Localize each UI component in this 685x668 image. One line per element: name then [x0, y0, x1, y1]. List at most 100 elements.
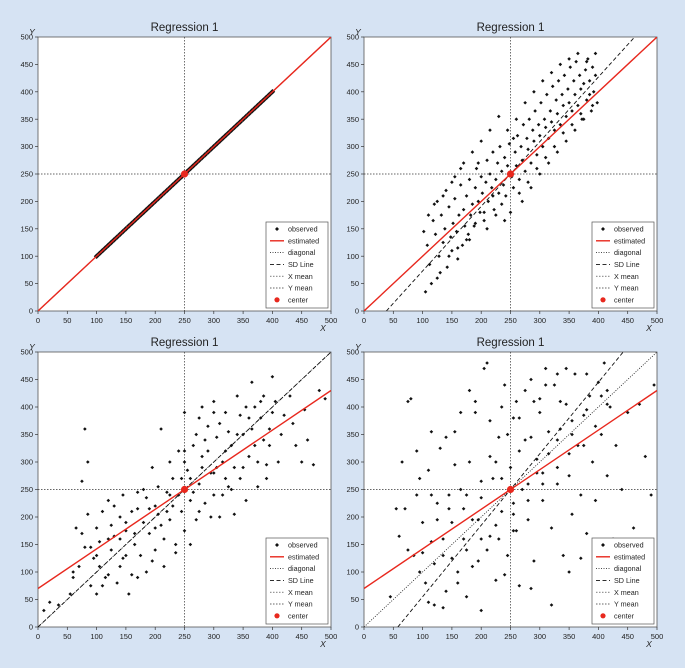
x-tick-label: 0	[36, 632, 40, 641]
observed-point	[226, 429, 231, 434]
observed-point	[141, 520, 146, 525]
observed-point	[631, 526, 636, 530]
chart-panel-3: Regression 1 X Y 0 50 100 150 200 250 300 350 400 45…	[20, 337, 337, 649]
observed-point	[168, 493, 172, 497]
observed-point	[429, 539, 434, 544]
legend-label-sd-line: SD Line	[614, 260, 640, 269]
y-tick-label: 100	[346, 568, 359, 577]
observed-point	[529, 586, 533, 591]
observed-point	[583, 68, 588, 72]
observed-point	[217, 421, 222, 426]
observed-point	[461, 207, 466, 212]
observed-point	[212, 471, 216, 475]
y-tick-label: 200	[20, 197, 33, 206]
observed-point	[238, 413, 242, 418]
x-tick-label: 250	[178, 316, 191, 325]
observed-point	[267, 427, 272, 431]
observed-point	[602, 361, 607, 365]
observed-point	[549, 70, 554, 75]
x-tick-label: 100	[416, 632, 429, 641]
observed-point	[564, 366, 568, 371]
observed-point	[576, 443, 580, 448]
observed-point	[499, 405, 504, 409]
observed-point	[474, 166, 479, 171]
observed-point	[552, 144, 557, 149]
observed-point	[591, 90, 596, 94]
observed-point	[194, 432, 199, 437]
observed-point	[438, 446, 442, 451]
observed-point	[135, 575, 140, 580]
legend-observed-symbol	[275, 543, 279, 547]
observed-point	[584, 407, 589, 412]
observed-point	[253, 443, 257, 448]
x-axis-label: X	[319, 639, 326, 649]
observed-point	[494, 578, 498, 583]
legend-label-x-mean: X mean	[614, 272, 639, 281]
observed-point	[514, 163, 519, 168]
y-tick-label: 300	[346, 458, 359, 467]
observed-point	[159, 427, 163, 431]
observed-point	[423, 290, 428, 294]
y-tick-label: 350	[346, 115, 359, 124]
x-tick-label: 350	[563, 632, 576, 641]
observed-point	[229, 487, 234, 492]
observed-point	[97, 539, 102, 544]
observed-point	[467, 237, 472, 242]
observed-point	[570, 512, 574, 517]
observed-point	[581, 81, 586, 86]
observed-point	[141, 487, 146, 492]
observed-point	[247, 454, 251, 459]
observed-point	[458, 410, 463, 415]
observed-point	[464, 493, 469, 497]
observed-point	[476, 199, 481, 204]
observed-point	[121, 556, 125, 561]
observed-point	[206, 424, 210, 429]
observed-point	[501, 183, 506, 187]
observed-point	[432, 561, 437, 566]
observed-point	[453, 196, 457, 201]
observed-point	[279, 432, 283, 437]
observed-point	[409, 396, 413, 401]
observed-point	[543, 366, 548, 371]
observed-point	[540, 498, 545, 503]
y-tick-label: 250	[20, 170, 33, 179]
observed-point	[264, 476, 269, 481]
plot-content	[38, 37, 331, 311]
observed-point	[520, 158, 525, 163]
observed-point	[584, 59, 589, 64]
observed-point	[494, 177, 498, 182]
observed-point	[535, 153, 539, 157]
y-tick-label: 450	[346, 375, 359, 384]
observed-point	[80, 531, 84, 536]
observed-point	[223, 476, 228, 481]
observed-point	[532, 139, 536, 143]
x-tick-label: 500	[325, 632, 338, 641]
observed-point	[420, 550, 425, 555]
observed-point	[185, 468, 190, 473]
observed-point	[473, 399, 478, 404]
observed-point	[562, 73, 567, 78]
observed-point	[564, 114, 568, 119]
observed-point	[620, 487, 624, 492]
observed-point	[550, 84, 555, 89]
observed-point	[273, 399, 278, 404]
observed-point	[581, 443, 586, 448]
y-axis-label: Y	[355, 27, 362, 37]
observed-point	[200, 405, 204, 409]
x-tick-label: 50	[389, 316, 397, 325]
observed-point	[540, 471, 545, 475]
observed-point	[261, 438, 266, 442]
observed-point	[433, 232, 438, 237]
observed-point	[238, 476, 242, 481]
observed-point	[129, 509, 134, 514]
y-tick-label: 200	[346, 197, 359, 206]
x-axis-label: X	[645, 323, 652, 333]
observed-point	[605, 388, 609, 393]
observed-point	[566, 87, 570, 91]
y-tick-label: 350	[20, 430, 33, 439]
observed-point	[447, 254, 451, 258]
observed-point	[162, 537, 166, 541]
observed-point	[538, 133, 542, 138]
observed-point	[581, 413, 586, 418]
observed-point	[590, 460, 595, 464]
